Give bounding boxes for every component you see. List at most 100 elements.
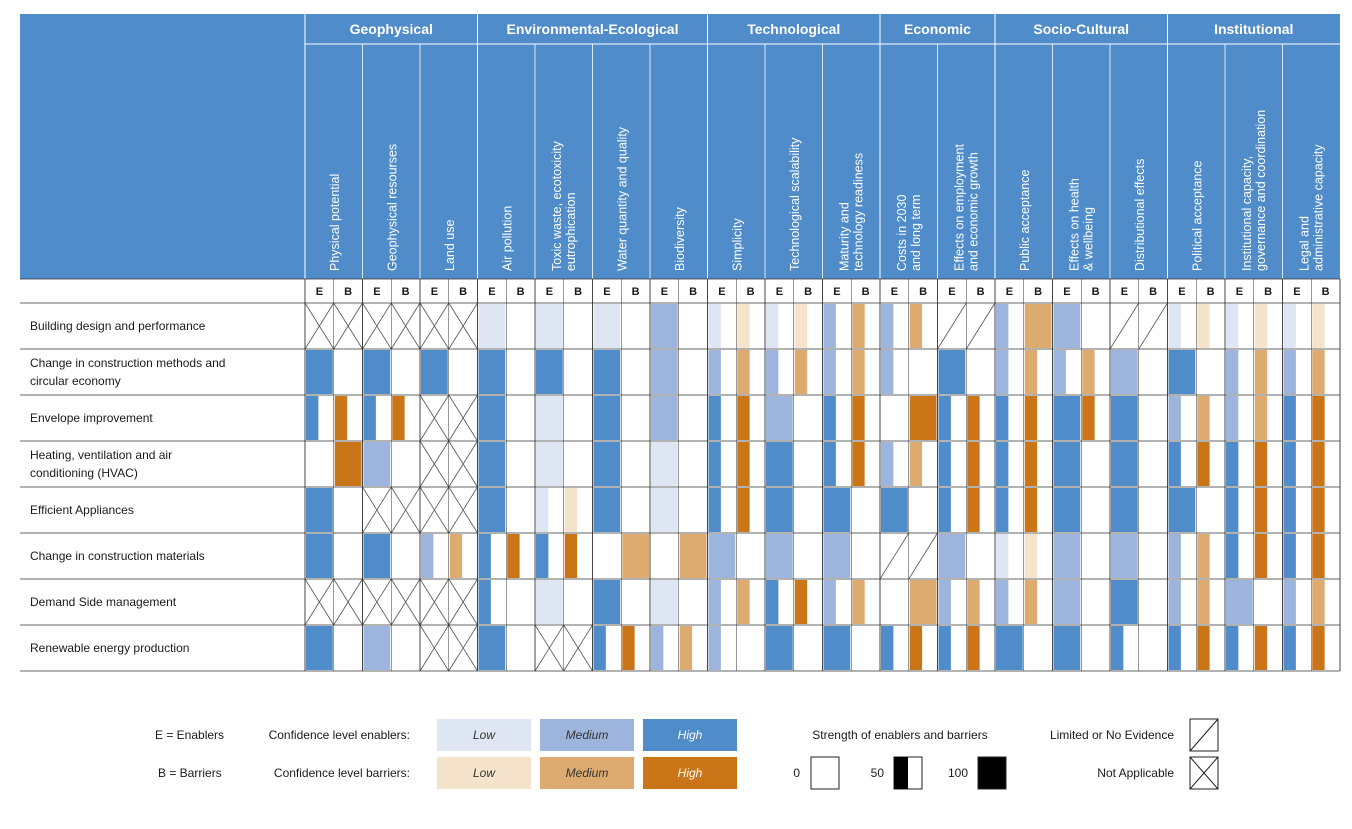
enabler-cell [1283, 304, 1296, 348]
enabler-cell [823, 304, 836, 348]
not-applicable-mark [304, 578, 335, 626]
enabler-cell [823, 442, 836, 486]
enabler-cell [996, 442, 1009, 486]
barrier-cell [1024, 396, 1038, 440]
enabler-cell [421, 534, 434, 578]
sub-column-label: E [948, 286, 955, 298]
not-applicable-mark [390, 302, 421, 350]
enabler-cell [938, 580, 951, 624]
barrier-cell [564, 488, 578, 532]
enabler-cell [1053, 626, 1081, 670]
indicator-header: Simplicity [730, 217, 744, 271]
barrier-cell [564, 534, 578, 578]
barrier-cell [334, 396, 348, 440]
barrier-cell [1024, 534, 1038, 578]
enabler-cell [938, 488, 951, 532]
enabler-cell [708, 488, 721, 532]
enabler-cell [651, 442, 678, 486]
legend-barriers-key: B = Barriers [158, 766, 222, 780]
enabler-cell [881, 488, 908, 532]
sub-column-label: B [919, 286, 927, 298]
enabler-cell [708, 534, 736, 578]
sub-column-label: E [316, 286, 323, 298]
enabler-cell [1168, 304, 1181, 348]
enabler-cell [363, 350, 391, 394]
row-label: Envelope improvement [30, 411, 153, 425]
barrier-cell [1197, 534, 1210, 578]
sub-column-label: E [833, 286, 840, 298]
not-applicable-mark [419, 578, 450, 626]
enabler-cell [708, 626, 721, 670]
enabler-cell [593, 304, 621, 348]
enabler-cell [708, 304, 721, 348]
enabler-cell [938, 396, 951, 440]
indicator-header: Effects on employmentand economic growth [952, 144, 980, 271]
barrier-cell [967, 442, 980, 486]
barrier-cell [1024, 580, 1038, 624]
sub-column-label: E [546, 286, 553, 298]
enabler-cell [938, 442, 951, 486]
legend-not-applicable: Not Applicable [1097, 766, 1174, 780]
enabler-cell [996, 396, 1009, 440]
header-background [20, 14, 1340, 279]
barrier-cell [334, 442, 362, 486]
enabler-cell [651, 396, 678, 440]
legend-barrier-swatch [437, 757, 531, 789]
enabler-cell [421, 350, 448, 394]
enabler-cell [996, 626, 1023, 670]
barrier-cell [909, 580, 937, 624]
barrier-cell [1254, 626, 1268, 670]
sub-column-label: E [718, 286, 725, 298]
enabler-cell [996, 304, 1009, 348]
not-applicable-mark [448, 302, 478, 350]
barrier-cell [852, 350, 865, 394]
sub-column-label: E [1063, 286, 1070, 298]
not-applicable-mark [362, 578, 392, 626]
enabler-cell [478, 580, 491, 624]
sub-column-label: B [1264, 286, 1272, 298]
legend-strength-50: 50 [871, 766, 885, 780]
not-applicable-mark [419, 624, 450, 672]
barrier-cell [737, 304, 750, 348]
sub-column-label: B [344, 286, 352, 298]
enabler-cell [536, 580, 563, 624]
enabler-cell [306, 350, 333, 394]
enabler-cell [306, 534, 333, 578]
indicator-header: Geophysical resourses [385, 144, 399, 271]
legend-barrier-swatch [643, 757, 737, 789]
legend-enablers-key: E = Enablers [155, 728, 224, 742]
legend-enabler-level: Medium [566, 728, 609, 742]
legend-limited-diagonal [1189, 718, 1219, 752]
barrier-cell [1024, 304, 1052, 348]
enabler-cell [1283, 580, 1296, 624]
limited-evidence-mark [908, 532, 938, 580]
enabler-cell [593, 442, 621, 486]
enabler-cell [1053, 350, 1066, 394]
enabler-cell [1226, 304, 1239, 348]
barrier-cell [967, 580, 980, 624]
barrier-cell [1312, 396, 1325, 440]
sub-column-label: E [1006, 286, 1013, 298]
enabler-cell [1226, 534, 1239, 578]
enabler-cell [1168, 442, 1181, 486]
enabler-cell [823, 350, 836, 394]
barrier-cell [622, 626, 635, 670]
enabler-cell [1168, 626, 1181, 670]
barrier-cell [679, 534, 707, 578]
not-applicable-mark [448, 394, 478, 442]
indicator-header: Institutional capacity,governance and co… [1240, 110, 1268, 271]
indicator-header: Air pollution [500, 206, 514, 271]
sub-column-label: E [661, 286, 668, 298]
enabler-cell [1111, 488, 1138, 532]
indicator-header: Biodiversity [673, 206, 687, 271]
limited-evidence-mark [1109, 302, 1140, 350]
barrier-cell [1312, 534, 1325, 578]
enabler-cell [1053, 488, 1081, 532]
legend-confidence-enablers: Confidence level enablers: [269, 728, 410, 742]
barrier-cell [852, 580, 865, 624]
row-label: Building design and performance [30, 319, 206, 333]
legend-strength-100: 100 [948, 766, 968, 780]
barrier-cell [737, 396, 750, 440]
sub-column-label: E [431, 286, 438, 298]
sub-column-label: E [603, 286, 610, 298]
